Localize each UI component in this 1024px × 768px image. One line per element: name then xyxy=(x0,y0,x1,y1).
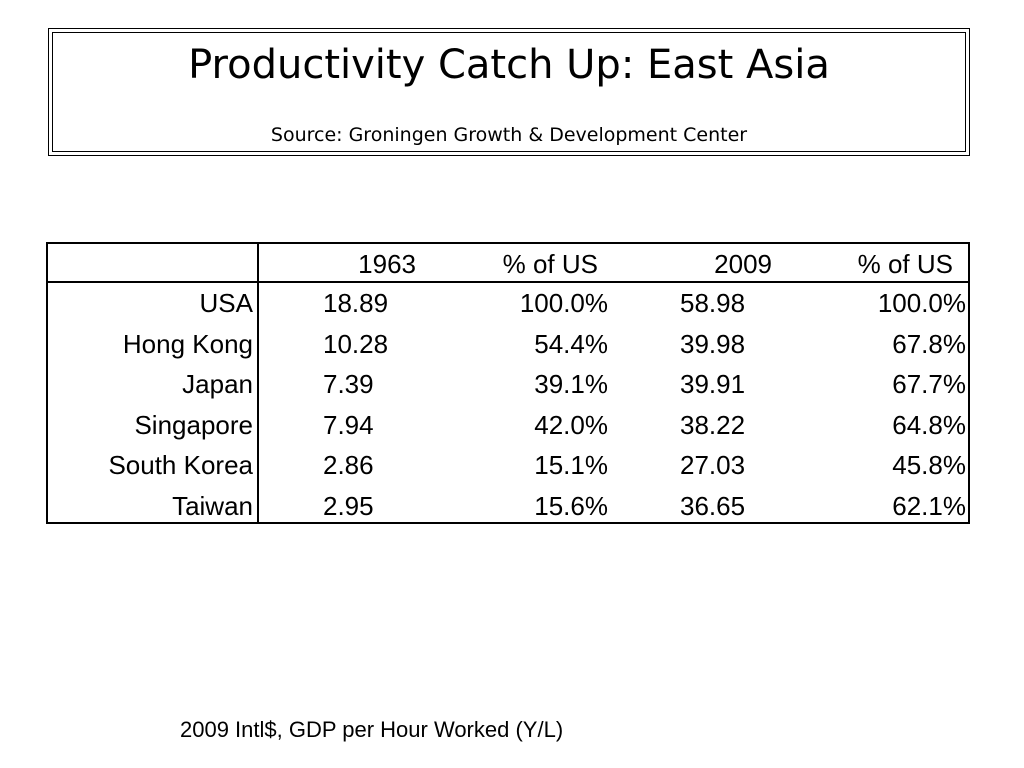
country-cell: USA xyxy=(199,288,253,318)
value-1963-cell: 10.28 xyxy=(323,328,389,359)
pct-us-1963-cell: 54.4% xyxy=(534,328,608,359)
value-1963-cell: 2.95 xyxy=(323,490,374,521)
pct-us-1963-cell: 100.0% xyxy=(519,288,608,318)
title-box: Productivity Catch Up: East Asia Source:… xyxy=(48,28,970,156)
country-cell: Taiwan xyxy=(172,490,253,521)
country-cell: South Korea xyxy=(108,450,253,480)
header-pct-us-1963: % of US xyxy=(502,249,598,279)
pct-us-2009-cell: 67.8% xyxy=(892,328,966,359)
table-header-divider xyxy=(48,281,968,283)
header-2009: 2009 xyxy=(714,249,772,279)
pct-us-1963-cell: 15.6% xyxy=(534,490,608,521)
value-2009-cell: 39.98 xyxy=(680,328,746,359)
country-cell: Hong Kong xyxy=(122,328,253,359)
value-1963-cell: 7.94 xyxy=(323,409,374,440)
pct-us-1963-cell: 15.1% xyxy=(534,450,608,480)
value-1963-cell: 7.39 xyxy=(323,369,374,399)
value-1963-cell: 2.86 xyxy=(323,450,374,480)
pct-us-2009-cell: 62.1% xyxy=(892,490,966,521)
header-1963: 1963 xyxy=(358,249,416,279)
pct-us-1963-cell: 39.1% xyxy=(534,369,608,399)
pct-us-1963-cell: 42.0% xyxy=(534,409,608,440)
pct-us-2009-cell: 64.8% xyxy=(892,409,966,440)
footnote: 2009 Intl$, GDP per Hour Worked (Y/L) xyxy=(180,717,564,742)
pct-us-2009-cell: 67.7% xyxy=(892,369,966,399)
country-cell: Japan xyxy=(182,369,253,399)
title-box-inner-border xyxy=(52,32,966,152)
page-title: Productivity Catch Up: East Asia xyxy=(188,42,830,88)
value-1963-cell: 18.89 xyxy=(323,288,389,318)
value-2009-cell: 27.03 xyxy=(680,450,746,480)
country-cell: Singapore xyxy=(134,409,253,440)
value-2009-cell: 39.91 xyxy=(680,369,746,399)
value-2009-cell: 58.98 xyxy=(680,288,746,318)
pct-us-2009-cell: 100.0% xyxy=(877,288,966,318)
productivity-table: 1963 % of US 2009 % of US USA 18.89 100.0%… xyxy=(46,242,970,524)
value-2009-cell: 38.22 xyxy=(680,409,746,440)
header-pct-us-2009: % of US xyxy=(857,249,953,279)
source-note: Source: Groningen Growth & Development C… xyxy=(270,124,748,146)
value-2009-cell: 36.65 xyxy=(680,490,746,521)
pct-us-2009-cell: 45.8% xyxy=(892,450,966,480)
table-vertical-divider xyxy=(257,244,259,522)
